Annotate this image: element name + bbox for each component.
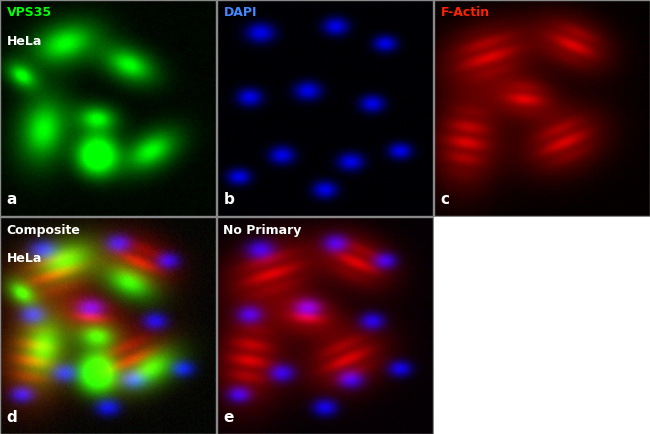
Text: HeLa: HeLa	[6, 35, 42, 48]
Text: c: c	[441, 192, 450, 207]
Text: VPS35: VPS35	[6, 7, 51, 20]
Text: b: b	[224, 192, 235, 207]
Text: a: a	[6, 192, 17, 207]
Text: HeLa: HeLa	[6, 252, 42, 265]
Text: F-Actin: F-Actin	[441, 7, 489, 20]
Text: d: d	[6, 410, 18, 425]
Text: No Primary: No Primary	[224, 224, 302, 237]
Text: e: e	[224, 410, 234, 425]
Text: Composite: Composite	[6, 224, 81, 237]
Text: DAPI: DAPI	[224, 7, 257, 20]
